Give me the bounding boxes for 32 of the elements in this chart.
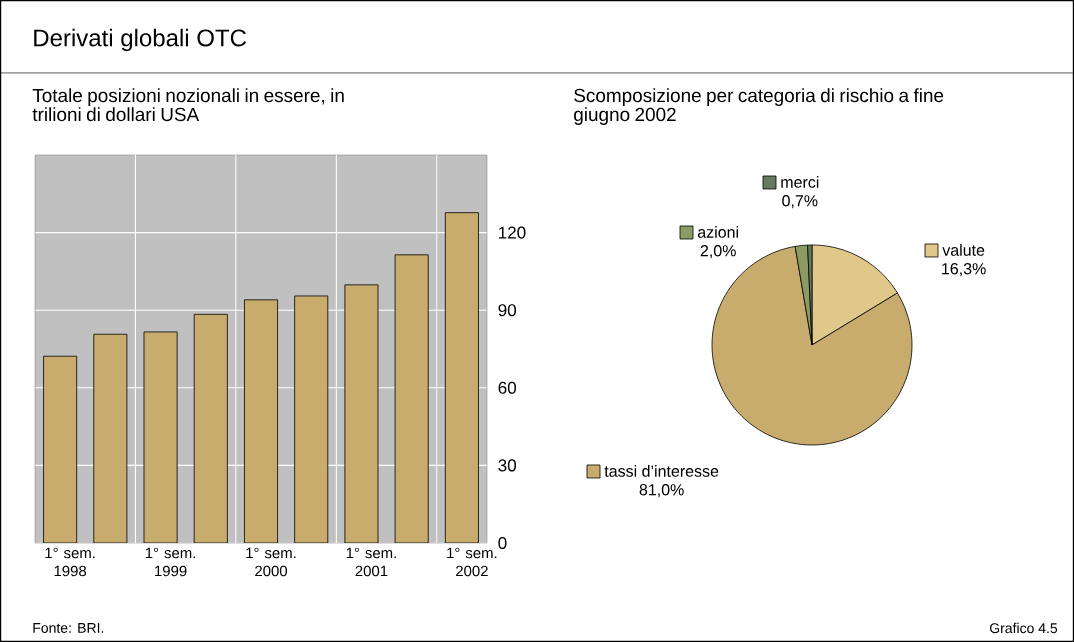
bar xyxy=(43,355,78,543)
source-note: Fonte: BRI. xyxy=(33,623,104,633)
bar xyxy=(93,333,128,543)
y-tick-label: 60 xyxy=(498,381,517,394)
bar xyxy=(193,313,228,543)
data-label: 81,0% xyxy=(639,484,684,498)
bar xyxy=(344,284,379,543)
x-tick-label: 1° sem. 2000 xyxy=(246,547,296,577)
bar xyxy=(244,299,278,543)
legend-label: azioni xyxy=(697,226,738,238)
text: Derivati globali OTC xyxy=(34,28,247,52)
bar xyxy=(394,254,429,543)
data-label: 16,3% xyxy=(942,263,986,277)
legend-label: tassi d’interesse xyxy=(604,465,719,477)
y-tick-label: 90 xyxy=(498,304,517,317)
legend-label: merci xyxy=(781,176,819,188)
y-tick-label: 120 xyxy=(499,226,526,239)
data-label: 2,0% xyxy=(700,245,736,259)
legend-label: valute xyxy=(942,244,985,256)
x-tick-label: 1° sem. 2002 xyxy=(447,547,497,577)
text: Grafico 4.5 xyxy=(989,622,1058,634)
bar xyxy=(143,331,178,543)
chart-title: Scomposizione per categoria di rischio a fine giugno 2002 xyxy=(574,88,944,125)
x-tick-label: 1° sem. 1998 xyxy=(45,547,95,577)
bar xyxy=(444,212,479,543)
y-tick-label: 30 xyxy=(498,459,517,472)
x-tick-label: 1° sem. 2001 xyxy=(346,547,396,577)
y-tick-label: 0 xyxy=(498,536,507,550)
data-label: 0,7% xyxy=(782,195,818,209)
chart-title: Totale posizioni nozionali in essere, in trilioni di dollari USA xyxy=(32,88,344,122)
x-tick-label: 1° sem. 1999 xyxy=(145,547,195,577)
bar xyxy=(294,295,329,543)
